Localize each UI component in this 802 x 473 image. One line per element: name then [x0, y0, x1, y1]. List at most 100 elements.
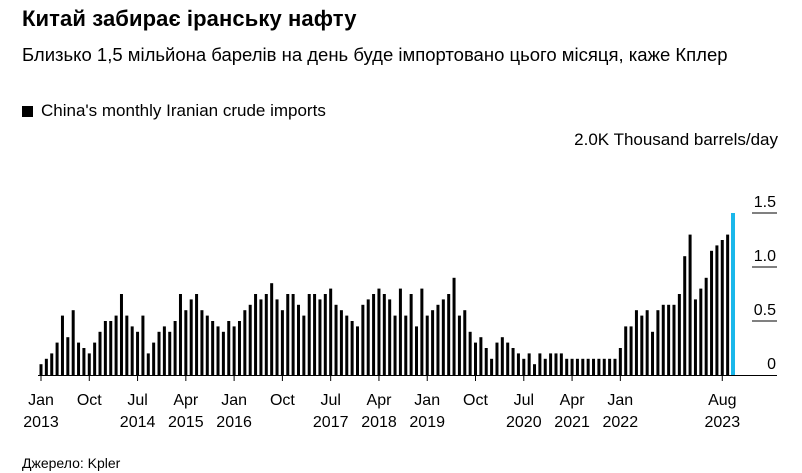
- bar: [55, 342, 59, 375]
- x-tick-label: Jul: [127, 392, 147, 409]
- bar: [468, 331, 472, 375]
- bar: [254, 294, 258, 375]
- bar: [704, 277, 708, 375]
- y-tick-label: 1.0: [754, 248, 776, 265]
- bar: [441, 299, 445, 375]
- x-tick-label: Jan: [607, 392, 633, 409]
- x-tick-label: 2017: [313, 414, 349, 431]
- bar: [313, 294, 317, 375]
- bar: [248, 304, 252, 375]
- bar: [398, 288, 402, 375]
- bar: [490, 358, 494, 375]
- bar: [356, 326, 359, 375]
- bar: [409, 294, 413, 375]
- y-axis-title: Thousand barrels/day: [613, 130, 778, 149]
- bar: [500, 337, 504, 375]
- x-tick-label: 2014: [120, 414, 156, 431]
- bar: [291, 294, 295, 375]
- legend-swatch: [22, 105, 33, 117]
- bar: [554, 353, 558, 375]
- bar: [699, 288, 703, 375]
- bar: [334, 304, 338, 375]
- x-tick-label: 2015: [168, 414, 204, 431]
- bar: [618, 348, 622, 375]
- bar: [205, 315, 209, 375]
- x-tick-label: Apr: [367, 392, 393, 409]
- bar: [125, 315, 129, 375]
- bar: [484, 348, 488, 375]
- x-axis-ticks: Jan 2013 Oct Jul 2014 Apr 2015 Jan 2016 Oct Jul 201…: [23, 375, 740, 431]
- bar: [157, 331, 161, 375]
- x-tick-label: Oct: [77, 392, 102, 409]
- bar: [200, 310, 204, 375]
- bar: [570, 358, 574, 375]
- bar: [44, 358, 48, 375]
- bar: [339, 310, 343, 375]
- y-top-tick-label: 2.0K: [574, 130, 610, 149]
- x-tick-label: Oct: [463, 392, 488, 409]
- bar: [109, 321, 113, 375]
- bar: [227, 321, 231, 375]
- chart-subtitle: Близько 1,5 мільйона барелів на день буд…: [22, 44, 728, 65]
- x-tick-label: Apr: [173, 392, 199, 409]
- x-tick-label: Jan: [221, 392, 247, 409]
- bar: [189, 299, 193, 375]
- bars-group: [39, 213, 735, 375]
- source-note: Джерело: Kpler: [22, 455, 121, 471]
- bar: [184, 310, 188, 375]
- bar: [425, 315, 429, 375]
- bar: [168, 331, 172, 375]
- bar: [178, 294, 182, 375]
- bar: [211, 321, 215, 375]
- bar: [634, 310, 638, 375]
- x-tick-label: 2019: [409, 414, 445, 431]
- bar: [533, 364, 537, 375]
- bar: [146, 353, 150, 375]
- bar: [66, 337, 70, 375]
- bar: [173, 321, 177, 375]
- bar: [715, 245, 719, 375]
- x-tick-label: Jul: [320, 392, 340, 409]
- bar: [731, 213, 735, 375]
- bar: [667, 304, 671, 375]
- bar: [71, 310, 75, 375]
- bar: [82, 348, 86, 375]
- bar: [296, 304, 300, 375]
- bar: [136, 331, 140, 375]
- x-tick-label: Oct: [270, 392, 295, 409]
- bar: [93, 342, 97, 375]
- bar: [216, 326, 220, 375]
- bar: [629, 326, 633, 375]
- bar: [511, 348, 515, 375]
- bar: [586, 358, 590, 375]
- bar: [87, 353, 91, 375]
- bar: [237, 321, 241, 375]
- bar: [457, 315, 461, 375]
- x-tick-label: Jan: [414, 392, 440, 409]
- bar: [651, 331, 655, 375]
- bar: [77, 342, 81, 375]
- bar: [382, 294, 386, 375]
- bar: [447, 294, 451, 375]
- bar: [60, 315, 64, 375]
- bar: [275, 299, 279, 375]
- bar: [549, 353, 553, 375]
- bar: [624, 326, 628, 375]
- bar: [522, 358, 526, 375]
- bar: [543, 358, 547, 375]
- bar: [366, 299, 370, 375]
- bar: [404, 315, 408, 375]
- bar: [141, 315, 145, 375]
- bar: [479, 337, 483, 375]
- bar: [114, 315, 118, 375]
- bar: [98, 331, 102, 375]
- bar: [302, 315, 306, 375]
- y-tick-label: 0.5: [754, 302, 776, 319]
- bar: [259, 299, 263, 375]
- bar: [597, 358, 601, 375]
- bar: [640, 315, 644, 375]
- bar: [602, 358, 606, 375]
- bar: [452, 277, 456, 375]
- bar: [693, 299, 697, 375]
